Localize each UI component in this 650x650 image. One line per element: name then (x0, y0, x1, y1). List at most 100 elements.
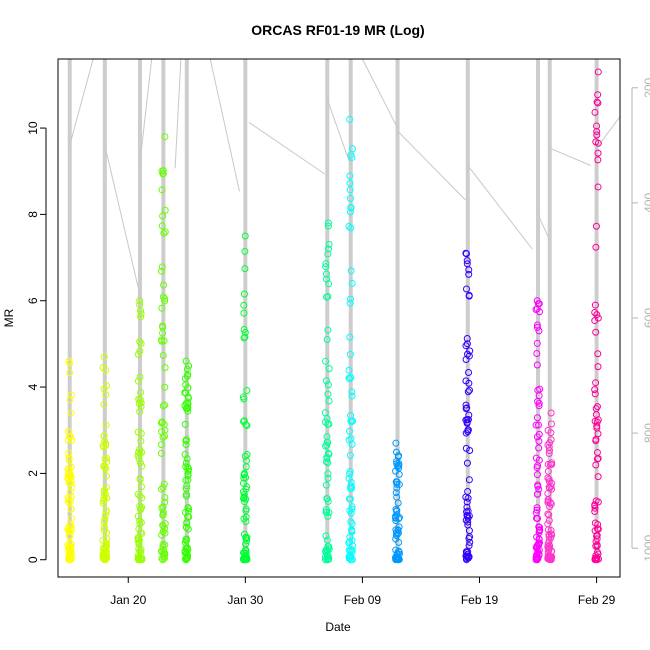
data-point-rf10 (463, 340, 471, 348)
data-point-rf11 (535, 399, 543, 407)
pressure-segment (104, 145, 141, 296)
data-point-rf04 (159, 543, 167, 551)
data-point-rf06 (242, 517, 250, 525)
data-point-rf03 (136, 338, 144, 346)
data-point-rf12 (545, 449, 553, 457)
y-tick-label: 6 (26, 297, 40, 304)
data-point-rf03 (137, 339, 145, 347)
data-point-rf12 (544, 474, 552, 482)
data-point-rf04 (160, 546, 168, 554)
data-point-rf10 (465, 270, 473, 278)
data-point-rf11 (533, 339, 541, 347)
pressure-band-rf13 (594, 59, 599, 560)
data-point-rf10 (464, 518, 472, 526)
data-point-rf06 (241, 333, 249, 341)
data-point-rf07 (325, 365, 333, 373)
data-point-rf09 (395, 462, 403, 470)
data-point-rf06 (242, 507, 250, 515)
data-point-rf04 (158, 548, 166, 556)
data-point-rf12 (544, 520, 552, 528)
pressure-band-rf09 (395, 59, 400, 560)
data-point-rf01 (65, 528, 73, 536)
data-point-rf04 (157, 449, 165, 457)
data-point-rf02 (102, 484, 110, 492)
data-point-rf02 (99, 499, 107, 507)
data-point-rf03 (138, 462, 146, 470)
data-point-rf02 (102, 391, 110, 399)
data-point-rf10 (463, 334, 471, 342)
data-point-rf03 (137, 402, 145, 410)
data-point-rf06 (242, 534, 250, 542)
data-point-rf10 (465, 542, 473, 550)
data-point-rf11 (533, 321, 541, 329)
data-point-rf06 (240, 474, 248, 482)
data-point-rf08 (346, 468, 354, 476)
data-point-rf13 (594, 350, 602, 358)
data-point-rf10 (463, 503, 471, 511)
data-point-rf03 (134, 512, 142, 520)
data-point-rf05 (182, 459, 190, 467)
data-point-rf08 (346, 179, 354, 187)
data-point-rf05 (184, 393, 192, 401)
data-point-rf10 (466, 386, 474, 394)
data-point-rf11 (532, 454, 540, 462)
data-point-rf08 (347, 412, 355, 420)
data-point-rf02 (101, 512, 109, 520)
data-point-rf13 (594, 363, 602, 371)
data-point-rf04 (159, 521, 167, 529)
data-point-rf07 (324, 470, 332, 478)
data-point-rf07 (322, 508, 330, 516)
data-point-rf02 (102, 421, 110, 429)
data-point-rf03 (135, 455, 143, 463)
data-point-rf04 (160, 281, 168, 289)
data-point-rf07 (322, 357, 330, 365)
data-point-rf13 (592, 437, 600, 445)
data-point-rf13 (594, 139, 602, 147)
data-point-rf04 (159, 169, 167, 177)
data-point-rf02 (101, 516, 109, 524)
data-point-rf03 (135, 555, 143, 563)
data-point-rf05 (181, 420, 189, 428)
data-points-layer (64, 68, 603, 564)
pressure-band-rf03 (137, 59, 142, 560)
data-point-rf02 (99, 497, 107, 505)
data-point-rf07 (322, 532, 330, 540)
data-point-rf04 (157, 441, 165, 449)
data-point-rf05 (183, 482, 191, 490)
data-point-rf08 (346, 554, 354, 562)
data-point-rf11 (536, 308, 544, 316)
data-point-rf05 (185, 362, 193, 370)
data-point-rf13 (594, 183, 602, 191)
data-point-rf11 (532, 544, 540, 552)
data-point-rf13 (594, 473, 602, 481)
data-point-rf03 (134, 350, 142, 358)
data-point-rf11 (534, 421, 542, 429)
data-point-rf07 (322, 270, 330, 278)
data-point-rf05 (181, 555, 189, 563)
pressure-segment (596, 116, 621, 149)
data-point-rf01 (67, 463, 75, 471)
data-point-rf13 (592, 243, 600, 251)
data-point-rf03 (134, 537, 142, 545)
data-point-rf08 (345, 374, 353, 382)
data-point-rf06 (241, 247, 249, 255)
data-point-rf13 (594, 99, 602, 107)
data-point-rf08 (348, 153, 356, 161)
data-point-rf09 (393, 458, 401, 466)
data-point-rf11 (533, 471, 541, 479)
data-point-rf02 (100, 495, 108, 503)
data-point-rf11 (533, 504, 541, 512)
data-point-rf11 (534, 548, 542, 556)
data-point-rf04 (161, 498, 169, 506)
data-point-rf07 (324, 474, 332, 482)
data-point-rf02 (100, 518, 108, 526)
data-point-rf03 (135, 536, 143, 544)
data-point-rf04 (161, 426, 169, 434)
data-point-rf11 (534, 481, 542, 489)
y2-tick-label: 600 (642, 308, 650, 328)
data-point-rf06 (239, 479, 247, 487)
data-point-rf12 (547, 420, 555, 428)
data-point-rf04 (159, 503, 167, 511)
data-point-rf13 (593, 122, 601, 130)
data-point-rf09 (392, 532, 400, 540)
